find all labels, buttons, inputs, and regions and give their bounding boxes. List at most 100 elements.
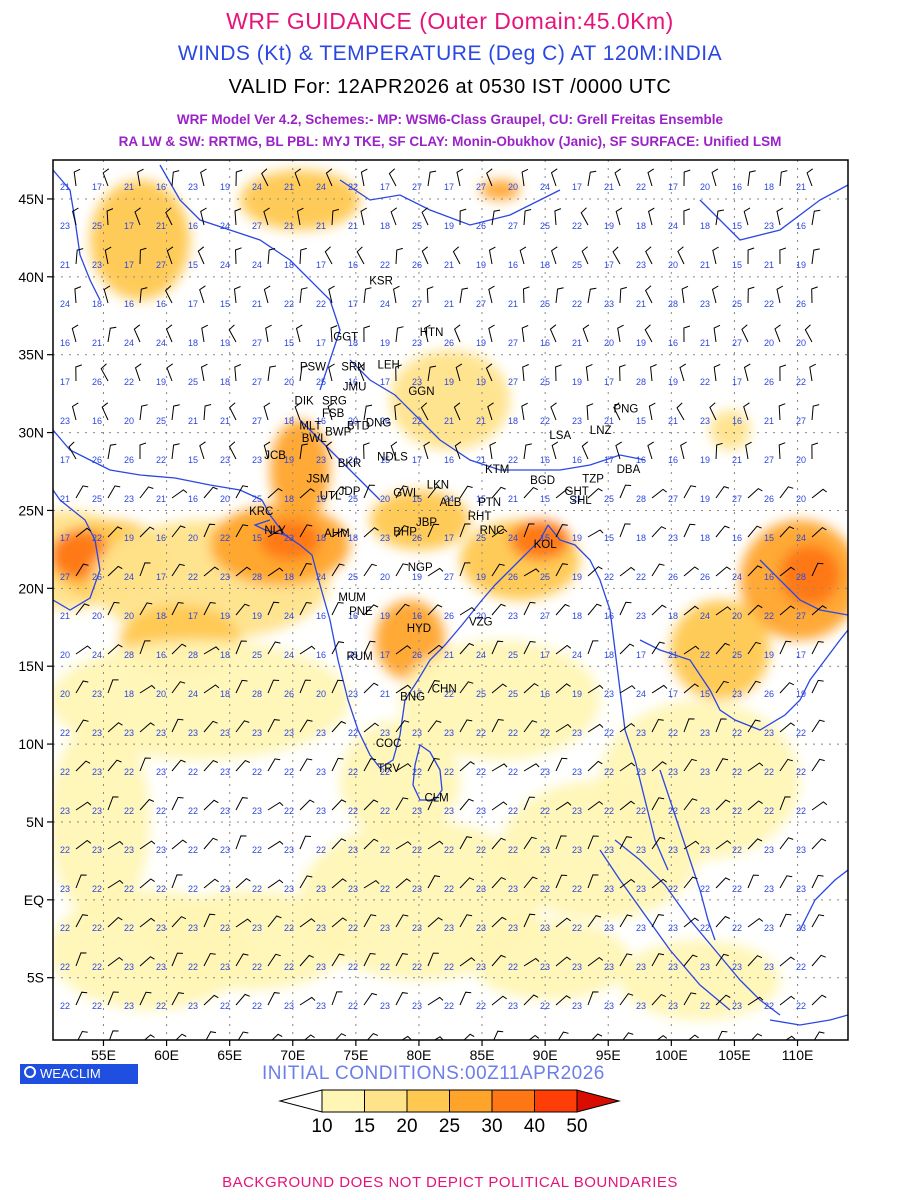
wind-barb [587, 640, 599, 655]
wind-barb [614, 168, 621, 187]
temperature-value: 21 [796, 182, 806, 192]
temperature-value: 23 [124, 1040, 134, 1050]
wind-barb [74, 286, 82, 304]
wind-barb [651, 836, 666, 850]
wind-barb [747, 955, 763, 967]
temperature-value: 19 [412, 572, 422, 582]
temperature-value: 25 [476, 689, 486, 699]
temperature-value: 22 [348, 182, 358, 192]
wind-barb [427, 996, 444, 1006]
wind-barb [456, 168, 464, 187]
temperature-shading [53, 170, 848, 1020]
temperature-value: 16 [540, 689, 550, 699]
wind-barb [171, 759, 186, 772]
temperature-value: 23 [732, 962, 742, 972]
wind-barb [683, 798, 698, 811]
wind-barb [555, 364, 562, 382]
wind-barb [393, 285, 400, 304]
wind-barb [356, 246, 365, 265]
station-label: AHM [324, 528, 350, 540]
wind-barb [683, 566, 699, 577]
wind-barb [779, 913, 792, 928]
temperature-value: 22 [412, 416, 422, 426]
wind-barb [134, 207, 141, 226]
legend-label: 15 [354, 1116, 375, 1137]
wind-barb [619, 685, 636, 694]
temperature-value: 22 [252, 767, 262, 777]
temperature-value: 24 [284, 650, 294, 660]
wind-barb [811, 679, 824, 694]
wind-barb [811, 640, 824, 655]
wind-barb [715, 758, 729, 772]
temperature-value: 19 [636, 338, 646, 348]
wind-barb [330, 325, 338, 343]
legend-swatch [449, 1089, 493, 1113]
wind-barb [554, 208, 562, 226]
station-label: MUM [338, 592, 365, 604]
wind-barb [203, 523, 216, 538]
wind-barb [521, 324, 529, 343]
temperature-value: 24 [156, 338, 166, 348]
wind-barb [523, 994, 539, 1006]
temperature-value: 19 [572, 689, 582, 699]
wind-barb [557, 1031, 569, 1040]
temperature-value: 17 [668, 182, 678, 192]
temperature-value: 19 [124, 533, 134, 543]
wind-barb [619, 722, 636, 733]
temperature-value: 23 [764, 923, 774, 933]
temperature-value: 22 [540, 416, 550, 426]
temperature-value: 23 [764, 221, 774, 231]
temperature-value: 17 [540, 650, 550, 660]
lon-tick-label: 100E [655, 1047, 688, 1063]
temperature-value: 23 [60, 221, 70, 231]
wind-barb [263, 207, 270, 226]
wind-barb [715, 606, 732, 616]
wind-barb [139, 722, 155, 733]
wind-barb [107, 601, 120, 616]
temperature-value: 22 [348, 767, 358, 777]
wind-barb [806, 168, 813, 187]
temperature-values: 21 17 21 16 23 19 24 21 24 22 17 27 17 27 20 24 17 21 22 17… [60, 182, 806, 1050]
temperature-value: 25 [604, 494, 614, 504]
station-label: BTD [347, 420, 370, 432]
wind-barb [421, 246, 429, 265]
wind-barb [747, 762, 764, 772]
temperature-value: 27 [60, 572, 70, 582]
wind-barb [427, 840, 444, 850]
temperature-value: 22 [188, 962, 198, 972]
temperature-value: 23 [572, 962, 582, 972]
temperature-value: 22 [284, 299, 294, 309]
temperature-value: 23 [636, 1001, 646, 1011]
title-valid-time: VALID For: 12APR2026 at 0530 IST /0000 U… [228, 76, 672, 98]
wind-barb [299, 645, 316, 655]
temperature-value: 18 [284, 572, 294, 582]
wind-barb [235, 953, 249, 967]
wind-barb [715, 799, 731, 811]
temperature-value: 18 [220, 689, 230, 699]
temperature-value: 25 [156, 416, 166, 426]
wind-barb [235, 720, 250, 733]
wind-barb [139, 640, 151, 655]
temperature-blob-22 [53, 640, 350, 760]
lat-tick-label: 10N [18, 736, 44, 752]
wind-barb [656, 1034, 668, 1040]
wind-barb [550, 168, 558, 187]
wind-barb [331, 953, 345, 967]
lon-tick-label: 90E [533, 1047, 558, 1063]
wind-barb [555, 995, 571, 1006]
temperature-value: 17 [732, 377, 742, 387]
temperature-value: 22 [764, 767, 774, 777]
wind-barb [299, 443, 308, 460]
wind-barb [363, 604, 379, 616]
wind-barb [199, 285, 206, 304]
wind-barb [519, 246, 527, 265]
temperature-value: 21 [444, 299, 454, 309]
temperature-value: 15 [412, 494, 422, 504]
temperature-value: 22 [124, 377, 134, 387]
wind-barb [463, 1033, 475, 1040]
temperature-value: 22 [732, 806, 742, 816]
temperature-value: 21 [316, 221, 326, 231]
wind-barb [555, 917, 571, 928]
wind-barb [171, 170, 180, 187]
wind-barb [555, 524, 568, 538]
